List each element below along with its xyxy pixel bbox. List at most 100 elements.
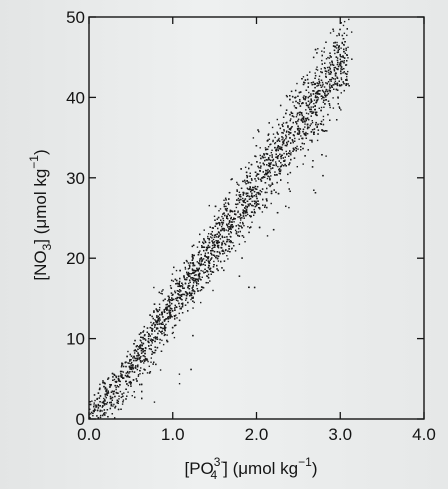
scatter-point [181, 298, 183, 301]
scatter-point [332, 97, 334, 99]
scatter-point [146, 331, 149, 333]
scatter-point [156, 321, 158, 323]
scatter-point [325, 96, 327, 98]
scatter-point [302, 130, 304, 133]
scatter-point [190, 368, 192, 371]
scatter-point [155, 308, 157, 310]
scatter-point [285, 131, 288, 133]
scatter-point [337, 103, 339, 105]
y-tick-label: 40 [66, 88, 85, 107]
scatter-point [274, 142, 277, 144]
scatter-point [181, 303, 184, 305]
scatter-point [169, 302, 171, 304]
scatter-point [308, 103, 311, 106]
scatter-point [303, 95, 305, 97]
scatter-point [255, 193, 257, 196]
scatter-point [291, 112, 294, 115]
scatter-point [218, 222, 220, 224]
scatter-point [351, 58, 353, 60]
scatter-point [221, 229, 224, 231]
scatter-point [169, 315, 172, 318]
scatter-point [181, 305, 184, 308]
scatter-point [177, 290, 180, 292]
scatter-point [247, 203, 249, 205]
scatter-point [338, 45, 340, 47]
scatter-point [237, 197, 240, 200]
scatter-point [343, 62, 345, 64]
scatter-point [112, 379, 114, 381]
scatter-point [160, 350, 163, 352]
scatter-point [222, 222, 225, 224]
scatter-point [114, 407, 116, 409]
scatter-point [254, 155, 256, 157]
scatter-point [187, 293, 189, 296]
scatter-point [302, 116, 305, 118]
scatter-point [199, 250, 201, 252]
scatter-point [193, 280, 195, 282]
scatter-point [202, 246, 204, 248]
scatter-point [216, 245, 219, 247]
scatter-point [281, 154, 283, 157]
scatter-point [105, 389, 108, 392]
scatter-point [198, 267, 200, 270]
scatter-point [193, 274, 196, 277]
scatter-point [262, 171, 264, 173]
scatter-point [317, 123, 319, 126]
scatter-point [162, 316, 164, 318]
scatter-point [285, 134, 287, 137]
scatter-point [103, 397, 105, 400]
scatter-point [213, 243, 215, 246]
scatter-point [217, 241, 220, 244]
scatter-point [141, 344, 143, 347]
scatter-point [313, 83, 315, 86]
scatter-point [156, 309, 158, 311]
scatter-point [305, 131, 307, 134]
scatter-point [282, 132, 284, 134]
scatter-point [174, 307, 176, 309]
scatter-point [217, 247, 220, 249]
scatter-point [104, 399, 106, 401]
scatter-point [178, 305, 181, 308]
scatter-point [221, 235, 223, 238]
scatter-point [235, 194, 238, 196]
scatter-point [269, 178, 271, 181]
scatter-point [208, 204, 210, 207]
scatter-point [343, 50, 345, 53]
scatter-point [95, 404, 97, 406]
scatter-point [329, 64, 332, 66]
scatter-point [209, 226, 211, 228]
scatter-point [242, 197, 244, 200]
scatter-point [133, 352, 136, 354]
scatter-point [253, 200, 256, 202]
scatter-point [165, 306, 167, 309]
scatter-point [243, 210, 246, 212]
scatter-point [313, 102, 315, 105]
scatter-point [314, 74, 317, 77]
scatter-point [314, 111, 317, 114]
scatter-point [246, 176, 248, 179]
scatter-point [128, 365, 131, 368]
scatter-point [196, 267, 198, 270]
scatter-point [331, 86, 333, 88]
scatter-point [297, 129, 299, 131]
scatter-point [112, 390, 115, 393]
scatter-point [226, 241, 228, 243]
scatter-point [150, 357, 153, 359]
scatter-point [176, 282, 178, 284]
scatter-point [276, 211, 279, 214]
scatter-point [101, 410, 103, 412]
scatter-point [312, 112, 314, 114]
scatter-point [328, 103, 331, 105]
scatter-point [249, 215, 251, 217]
scatter-point [163, 327, 165, 329]
scatter-point [322, 174, 324, 177]
scatter-point [178, 291, 181, 293]
scatter-point [144, 352, 146, 355]
scatter-point [249, 186, 251, 189]
scatter-point [250, 189, 253, 192]
y-tick-label: 0 [76, 410, 85, 429]
scatter-point [312, 106, 314, 108]
scatter-point [94, 409, 96, 411]
scatter-point [119, 380, 121, 383]
scatter-point [135, 359, 137, 362]
